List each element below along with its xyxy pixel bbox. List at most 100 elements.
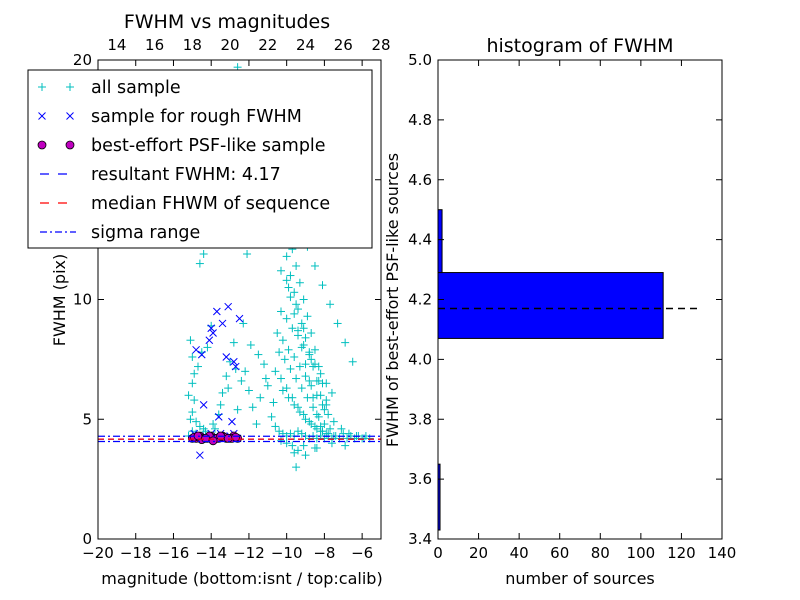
point-plus bbox=[286, 364, 295, 373]
point-plus bbox=[307, 420, 316, 429]
legend-box bbox=[27, 69, 373, 249]
point-plus bbox=[239, 319, 248, 328]
point-plus bbox=[341, 338, 350, 347]
point-plus bbox=[271, 367, 280, 376]
point-plus bbox=[307, 381, 316, 390]
hist-x-tick-label: 40 bbox=[510, 544, 529, 562]
point-plus bbox=[273, 329, 282, 338]
point-plus bbox=[284, 345, 293, 354]
point-plus bbox=[322, 379, 331, 388]
scatter-reference-lines bbox=[98, 435, 381, 443]
scatter-legend: all sample sample for rough FWHM best-effo… bbox=[27, 69, 373, 249]
hist-y-tick-label: 3.6 bbox=[408, 470, 432, 488]
x-tick-label: −10 bbox=[271, 544, 303, 562]
point-plus bbox=[318, 427, 327, 436]
scatter-x-axis-label: magnitude (bottom:isnt / top:calib) bbox=[101, 569, 382, 588]
point-plus bbox=[192, 417, 201, 426]
point-plus bbox=[316, 369, 325, 378]
point-plus bbox=[263, 381, 272, 390]
histogram-y-ticks: 3.4 3.6 3.8 4.0 4.2 4.4 4.6 4.8 5.0 bbox=[408, 51, 722, 548]
point-plus bbox=[269, 398, 278, 407]
point-plus bbox=[233, 405, 242, 414]
point-plus bbox=[277, 436, 286, 445]
legend-entry: sample for rough FWHM bbox=[38, 107, 302, 127]
point-plus bbox=[248, 403, 257, 412]
legend-entry: sigma range bbox=[40, 223, 200, 243]
point-plus bbox=[226, 357, 235, 366]
point-plus bbox=[278, 336, 287, 345]
point-plus bbox=[295, 362, 304, 371]
x-tick-label: −12 bbox=[233, 544, 265, 562]
point-plus bbox=[326, 300, 335, 309]
hist-y-tick-label: 3.8 bbox=[408, 410, 432, 428]
point-plus bbox=[318, 400, 327, 409]
point-plus bbox=[246, 341, 255, 350]
hist-y-tick-label: 3.4 bbox=[408, 530, 432, 548]
legend-entry: median FHWM of sequence bbox=[40, 194, 330, 214]
legend-label: sample for rough FWHM bbox=[91, 107, 302, 127]
point-plus bbox=[271, 422, 280, 431]
point-plus bbox=[290, 400, 299, 409]
point-plus bbox=[322, 396, 331, 405]
point-plus bbox=[193, 362, 202, 371]
point-plus bbox=[290, 288, 299, 297]
x-tick-label: −8 bbox=[313, 544, 335, 562]
hist-x-tick-label: 140 bbox=[708, 544, 737, 562]
point-plus bbox=[275, 348, 284, 357]
histogram-x-ticks: 0 20 40 60 80 100 120 140 bbox=[433, 60, 736, 562]
point-plus bbox=[210, 424, 219, 433]
point-plus bbox=[327, 388, 336, 397]
legend-label: sigma range bbox=[91, 223, 200, 243]
point-plus bbox=[224, 384, 233, 393]
point-plus bbox=[301, 451, 310, 460]
point-plus bbox=[301, 360, 310, 369]
x-tick-label: −16 bbox=[158, 544, 190, 562]
point-plus bbox=[256, 393, 265, 402]
point-plus bbox=[312, 376, 321, 385]
point-plus bbox=[299, 441, 308, 450]
y-tick-label: 10 bbox=[73, 291, 92, 309]
point-plus bbox=[229, 338, 238, 347]
point-plus bbox=[301, 372, 310, 381]
point-plus bbox=[267, 412, 276, 421]
point-plus bbox=[261, 374, 270, 383]
point-plus bbox=[216, 400, 225, 409]
point-plus bbox=[348, 357, 357, 366]
point-plus bbox=[310, 360, 319, 369]
hist-x-tick-label: 0 bbox=[433, 544, 443, 562]
hist-x-tick-label: 100 bbox=[627, 544, 656, 562]
point-plus bbox=[195, 259, 204, 268]
point-plus bbox=[293, 326, 302, 335]
point-plus bbox=[309, 393, 318, 402]
point-x bbox=[218, 319, 227, 328]
histogram-bar bbox=[437, 272, 664, 339]
top-x-tick-label: 20 bbox=[221, 36, 240, 54]
point-plus bbox=[337, 424, 346, 433]
point-plus bbox=[188, 379, 197, 388]
scatter-title: FWHM vs magnitudes bbox=[124, 11, 330, 33]
point-plus bbox=[277, 374, 286, 383]
point-plus bbox=[320, 405, 329, 414]
point-x bbox=[229, 357, 238, 366]
point-plus bbox=[282, 439, 291, 448]
point-plus bbox=[324, 410, 333, 419]
point-plus bbox=[333, 319, 342, 328]
legend-entries: all sample sample for rough FWHM best-effo… bbox=[37, 78, 330, 243]
point-plus bbox=[260, 360, 269, 369]
histogram-title: histogram of FWHM bbox=[486, 35, 673, 57]
point-plus bbox=[309, 403, 318, 412]
point-plus bbox=[297, 384, 306, 393]
point-plus bbox=[329, 417, 338, 426]
histogram-x-axis-label: number of sources bbox=[505, 569, 655, 588]
point-plus bbox=[299, 295, 308, 304]
point-x bbox=[213, 307, 221, 316]
legend-label: resultant FWHM: 4.17 bbox=[91, 165, 281, 185]
point-x bbox=[235, 314, 244, 323]
point-plus bbox=[222, 372, 231, 381]
point-x bbox=[228, 417, 236, 426]
point-plus bbox=[282, 252, 291, 261]
hist-y-tick-label: 4.6 bbox=[408, 171, 432, 189]
legend-marker-swatch bbox=[38, 112, 46, 120]
point-plus bbox=[301, 333, 310, 342]
